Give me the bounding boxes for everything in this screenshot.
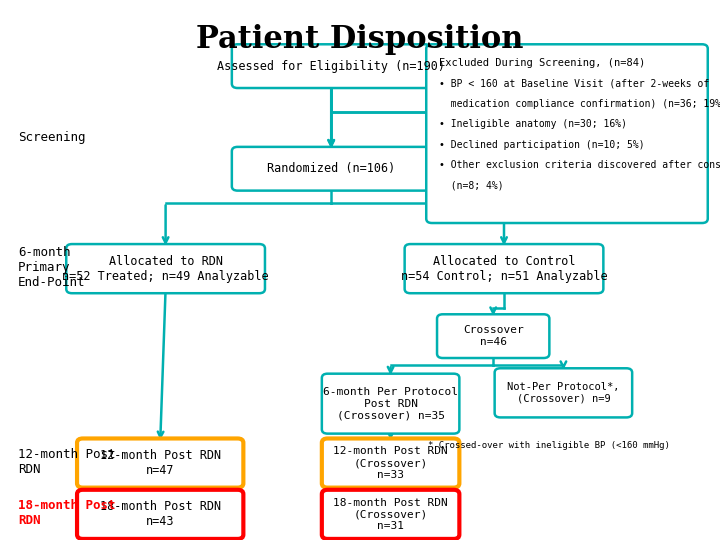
Text: • Declined participation (n=10; 5%): • Declined participation (n=10; 5%) bbox=[439, 140, 645, 150]
Text: • Other exclusion criteria discovered after consent: • Other exclusion criteria discovered af… bbox=[439, 160, 720, 171]
Text: Allocated to Control
n=54 Control; n=51 Analyzable: Allocated to Control n=54 Control; n=51 … bbox=[401, 255, 607, 282]
Text: Allocated to RDN
n=52 Treated; n=49 Analyzable: Allocated to RDN n=52 Treated; n=49 Anal… bbox=[63, 255, 269, 282]
FancyBboxPatch shape bbox=[232, 44, 431, 88]
Text: • Ineligible anatomy (n=30; 16%): • Ineligible anatomy (n=30; 16%) bbox=[439, 119, 627, 130]
Text: Screening: Screening bbox=[18, 131, 86, 144]
Text: 12-month Post RDN
n=47: 12-month Post RDN n=47 bbox=[99, 449, 221, 477]
Text: Assessed for Eligibility (n=190): Assessed for Eligibility (n=190) bbox=[217, 59, 445, 73]
Text: 12-month Post
RDN: 12-month Post RDN bbox=[18, 448, 115, 476]
FancyBboxPatch shape bbox=[437, 314, 549, 358]
Text: Patient Disposition: Patient Disposition bbox=[197, 24, 523, 55]
Text: Excluded During Screening, (n=84): Excluded During Screening, (n=84) bbox=[439, 58, 645, 69]
Text: 6-month Per Protocol
Post RDN
(Crossover) n=35: 6-month Per Protocol Post RDN (Crossover… bbox=[323, 387, 458, 420]
Text: • BP < 160 at Baseline Visit (after 2-weeks of: • BP < 160 at Baseline Visit (after 2-we… bbox=[439, 78, 709, 89]
Text: 12-month Post RDN
(Crossover)
n=33: 12-month Post RDN (Crossover) n=33 bbox=[333, 447, 448, 480]
Text: medication compliance confirmation) (n=36; 19%): medication compliance confirmation) (n=3… bbox=[439, 99, 720, 109]
FancyBboxPatch shape bbox=[322, 374, 459, 434]
Text: (n=8; 4%): (n=8; 4%) bbox=[439, 181, 504, 191]
FancyBboxPatch shape bbox=[495, 368, 632, 417]
FancyBboxPatch shape bbox=[66, 244, 265, 293]
Text: Crossover
n=46: Crossover n=46 bbox=[463, 325, 523, 347]
Text: 18-month Post RDN
n=43: 18-month Post RDN n=43 bbox=[99, 501, 221, 528]
Text: 18-month Post
RDN: 18-month Post RDN bbox=[18, 499, 115, 527]
Text: 6-month
Primary
End-Point: 6-month Primary End-Point bbox=[18, 246, 86, 289]
FancyBboxPatch shape bbox=[232, 147, 431, 191]
Text: Randomized (n=106): Randomized (n=106) bbox=[267, 162, 395, 176]
Text: 18-month Post RDN
(Crossover)
n=31: 18-month Post RDN (Crossover) n=31 bbox=[333, 498, 448, 531]
FancyBboxPatch shape bbox=[77, 490, 243, 539]
Text: Not-Per Protocol*,
(Crossover) n=9: Not-Per Protocol*, (Crossover) n=9 bbox=[507, 382, 620, 404]
FancyBboxPatch shape bbox=[322, 438, 459, 488]
FancyBboxPatch shape bbox=[322, 490, 459, 539]
FancyBboxPatch shape bbox=[405, 244, 603, 293]
Text: * Crossed-over with ineligible BP (<160 mmHg): * Crossed-over with ineligible BP (<160 … bbox=[428, 441, 670, 450]
FancyBboxPatch shape bbox=[426, 44, 708, 223]
FancyBboxPatch shape bbox=[77, 438, 243, 488]
